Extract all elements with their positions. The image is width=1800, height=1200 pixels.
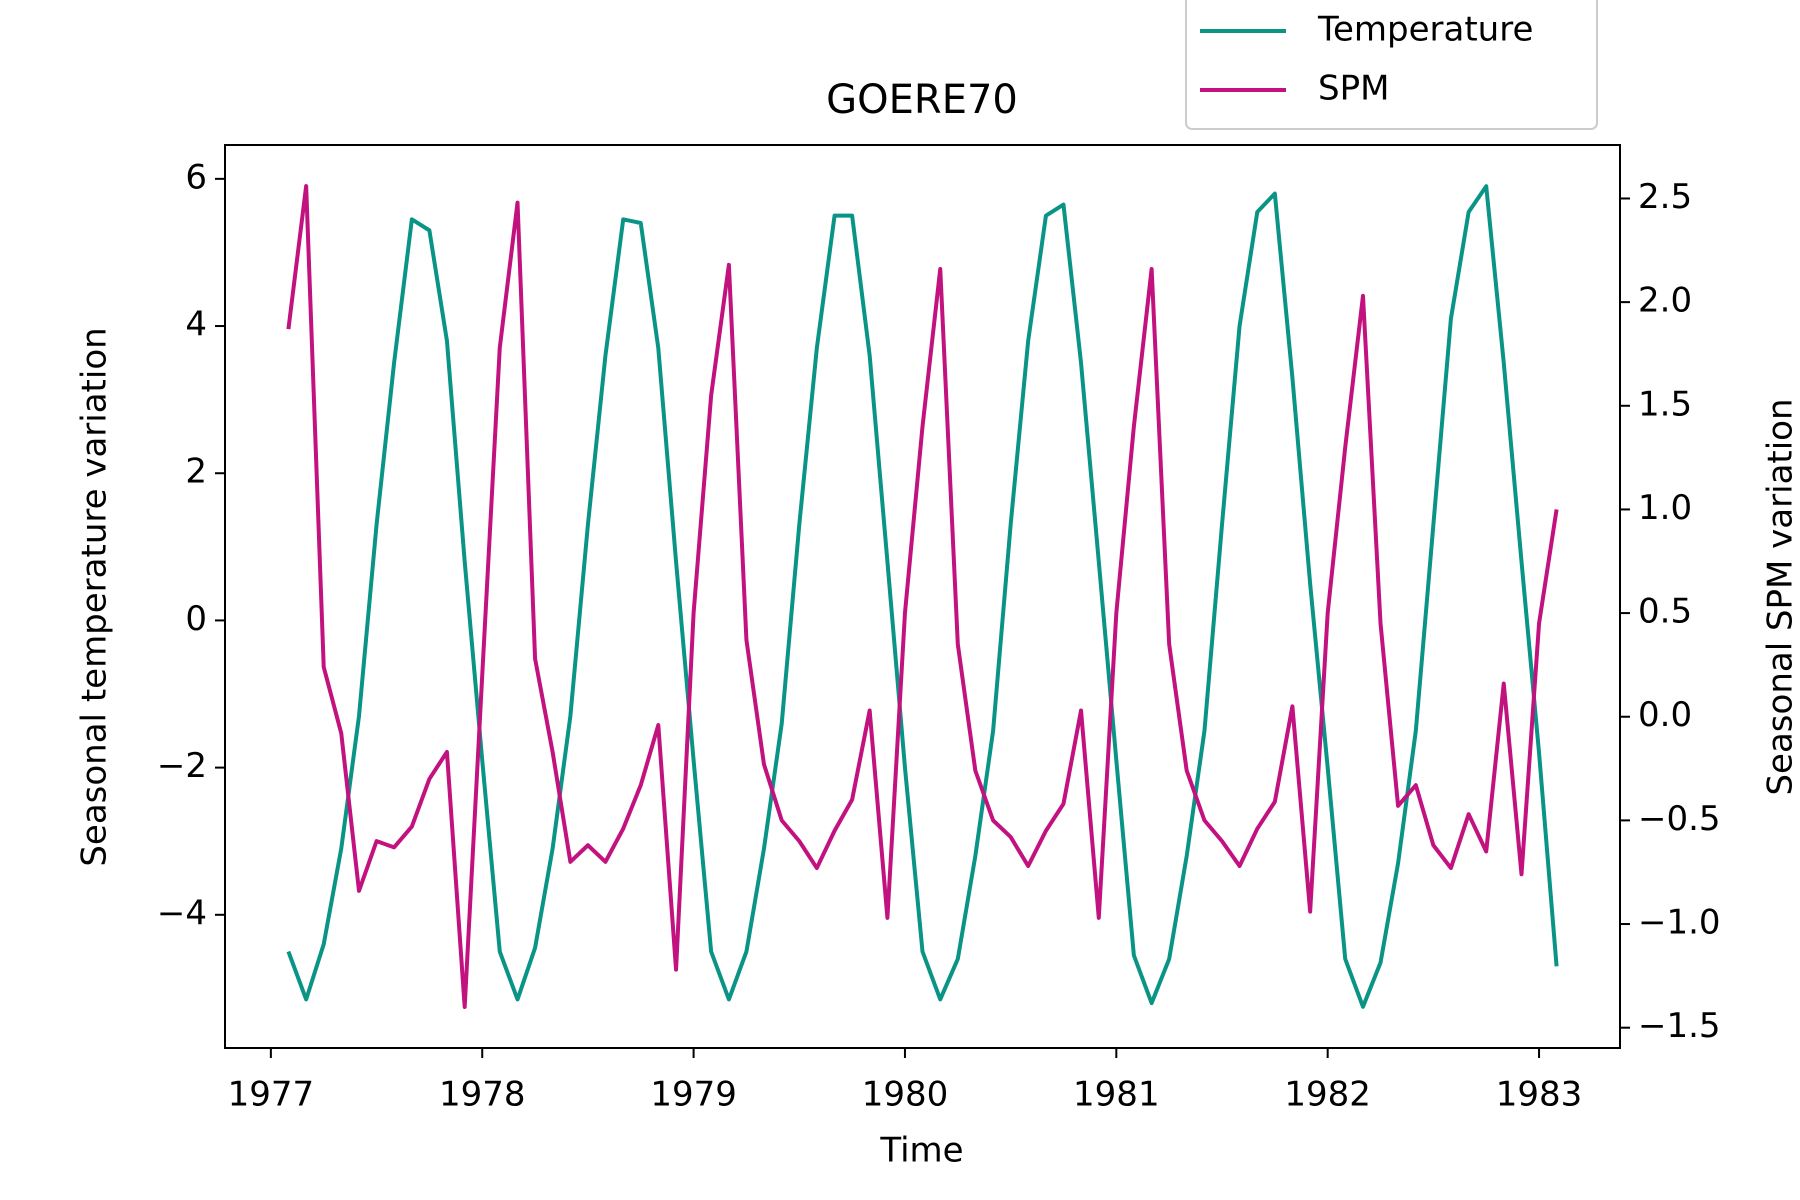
y2-tick-label: 1.0 xyxy=(1638,488,1692,528)
y2-tick-label: 2.5 xyxy=(1638,177,1692,217)
x-tick-label: 1982 xyxy=(1284,1075,1371,1115)
x-tick-label: 1981 xyxy=(1073,1075,1160,1115)
legend-label: SPM xyxy=(1318,69,1389,109)
x-tick-label: 1979 xyxy=(650,1075,737,1115)
y2-tick-label: 0.0 xyxy=(1638,695,1692,735)
y2-tick-label: −0.5 xyxy=(1638,799,1721,839)
plot-frame xyxy=(224,144,1621,1049)
y2-axis-label: Seasonal SPM variation xyxy=(1761,398,1800,795)
x-tick-label: 1983 xyxy=(1496,1075,1583,1115)
y-tick-label: −2 xyxy=(157,746,207,786)
y-tick-label: 2 xyxy=(185,452,207,492)
x-tick-label: 1978 xyxy=(439,1075,526,1115)
legend-label: Temperature xyxy=(1317,10,1533,50)
y2-tick-label: −1.5 xyxy=(1638,1006,1721,1046)
y-tick-label: 0 xyxy=(185,599,207,639)
legend-box xyxy=(1185,0,1598,130)
y2-tick-label: 2.0 xyxy=(1638,281,1692,321)
y-tick-label: 4 xyxy=(185,305,207,345)
chart-title: GOERE70 xyxy=(826,77,1018,123)
data-line xyxy=(286,184,1559,1009)
y2-tick-label: −1.0 xyxy=(1638,903,1721,943)
y-tick-label: 6 xyxy=(185,157,207,197)
y-axis-label: Seasonal temperature variation xyxy=(75,327,115,866)
data-line xyxy=(286,184,1559,1009)
y2-tick-label: 0.5 xyxy=(1638,592,1692,632)
y-tick-label: −4 xyxy=(157,893,207,933)
y2-tick-label: 1.5 xyxy=(1638,384,1692,424)
x-tick-label: 1977 xyxy=(228,1075,315,1115)
x-axis-label: Time xyxy=(879,1131,963,1171)
x-tick-label: 1980 xyxy=(862,1075,949,1115)
